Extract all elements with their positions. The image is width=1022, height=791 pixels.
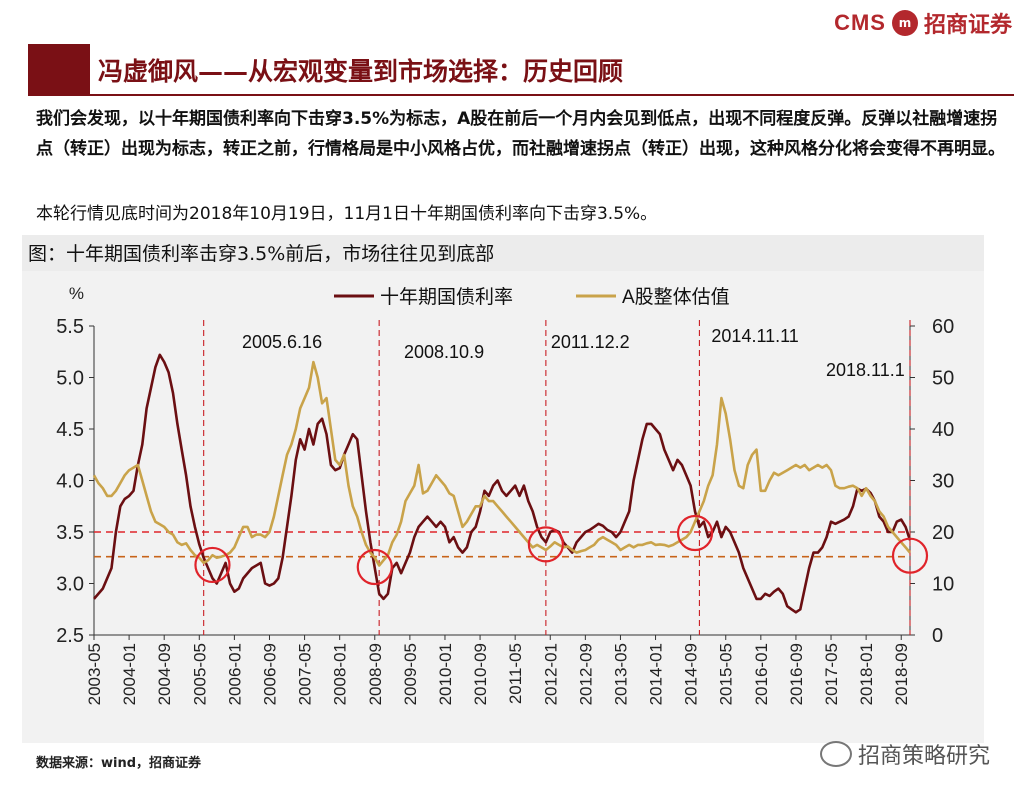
x-tick-label: 2016-09 — [787, 643, 806, 705]
x-tick-label: 2010-09 — [471, 643, 490, 705]
chart-panel: 图：十年期国债利率击穿3.5%前后，市场往往见到底部 — [22, 235, 984, 743]
x-tick-label: 2010-01 — [436, 643, 455, 705]
x-tick-label: 2012-01 — [541, 643, 560, 705]
x-tick-label: 2018-01 — [857, 643, 876, 705]
event-marker-label: 2005.6.16 — [242, 332, 322, 352]
x-tick-label: 2014-09 — [682, 643, 701, 705]
x-tick-label: 2007-05 — [296, 643, 315, 705]
series-line-yield — [93, 353, 912, 614]
left-tick-label: 3.0 — [56, 574, 84, 596]
x-tick-label: 2005-05 — [190, 643, 209, 705]
x-tick-label: 2008-09 — [366, 643, 385, 705]
x-tick-label: 2015-05 — [717, 643, 736, 705]
right-tick-label: 20 — [932, 522, 954, 544]
right-tick-label: 0 — [932, 625, 943, 647]
left-tick-label: 4.0 — [56, 471, 84, 493]
x-tick-label: 2018-09 — [892, 643, 911, 705]
x-tick-label: 2006-09 — [260, 643, 279, 705]
legend-label-yield: 十年期国债利率 — [380, 286, 513, 308]
highlight-circle — [527, 526, 564, 563]
x-tick-label: 2014-01 — [647, 643, 666, 705]
event-marker-label: 2008.10.9 — [404, 342, 484, 362]
highlight-circle — [194, 546, 231, 584]
legend-label-valuation: A股整体估值 — [622, 286, 730, 308]
summary-paragraph: 我们会发现，以十年期国债利率向下击穿3.5%为标志，A股在前后一个月内会见到低点… — [36, 109, 1005, 159]
right-tick-label: 10 — [932, 574, 954, 596]
wechat-icon — [819, 741, 852, 767]
event-marker-label: 2011.12.2 — [551, 332, 630, 352]
event-marker-label: 2018.11.1 — [826, 360, 905, 380]
x-tick-label: 2004-09 — [155, 643, 174, 705]
right-tick-label: 40 — [932, 419, 954, 441]
right-tick-label: 60 — [932, 316, 954, 338]
summary-paragraph-2: 本轮行情见底时间为2018年10月19日，11月1日十年期国债利率向下击穿3.5… — [36, 204, 658, 224]
x-tick-label: 2009-05 — [401, 643, 420, 705]
left-tick-label: 4.5 — [56, 419, 84, 441]
chart-caption: 图：十年期国债利率击穿3.5%前后，市场往往见到底部 — [28, 243, 495, 265]
wechat-account-name: 招商策略研究 — [857, 744, 990, 769]
x-tick-label: 2017-05 — [822, 643, 841, 705]
left-tick-label: 5.5 — [56, 316, 84, 338]
right-tick-label: 50 — [932, 368, 954, 390]
left-axis-unit: % — [69, 284, 84, 303]
right-tick-label: 30 — [932, 471, 954, 493]
highlight-circle — [676, 514, 714, 552]
x-tick-label: 2012-09 — [576, 643, 595, 705]
yield-valuation-chart: 2.5 3.0 3.5 4.0 4.5 5.0 5.5% 0 10 20 30 40 50 60 2003-… — [56, 284, 954, 705]
highlight-circle — [891, 537, 929, 574]
highlight-circle — [356, 548, 393, 586]
title-accent-block — [28, 44, 90, 94]
page-title: 冯虚御风——从宏观变量到市场选择：历史回顾 — [98, 57, 624, 86]
logo-cms-text: CMS — [834, 10, 886, 35]
brand-logo: CMS m 招商证券 — [834, 6, 1012, 40]
x-tick-label: 2011-05 — [506, 643, 525, 704]
wechat-watermark: 招商策略研究 — [819, 738, 990, 770]
series-line-valuation — [92, 360, 911, 567]
event-marker-label: 2014.11.11 — [711, 326, 798, 346]
title-bar: 冯虚御风——从宏观变量到市场选择：历史回顾 — [28, 44, 1014, 96]
x-tick-label: 2013-05 — [611, 643, 630, 705]
logo-company-name: 招商证券 — [923, 13, 1012, 38]
data-source: 数据来源：wind，招商证券 — [36, 756, 202, 771]
x-tick-label: 2006-01 — [225, 643, 244, 705]
chart-header: 图：十年期国债利率击穿3.5%前后，市场往往见到底部 — [22, 235, 984, 271]
x-tick-label: 2008-01 — [331, 643, 350, 705]
left-tick-label: 5.0 — [56, 368, 84, 390]
x-tick-label: 2016-01 — [752, 643, 771, 705]
logo-seal-icon: m — [891, 10, 918, 36]
left-tick-label: 2.5 — [56, 625, 84, 647]
x-tick-label: 2004-01 — [120, 643, 139, 705]
left-tick-label: 3.5 — [56, 522, 84, 544]
x-tick-label: 2003-05 — [85, 643, 104, 705]
